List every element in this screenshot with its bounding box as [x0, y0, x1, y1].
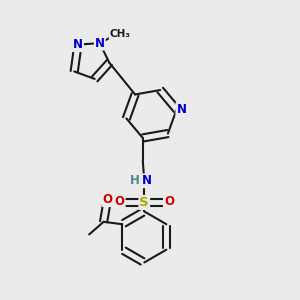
Text: H: H: [130, 174, 140, 188]
Text: N: N: [142, 174, 152, 188]
Text: O: O: [115, 195, 125, 208]
Text: CH₃: CH₃: [110, 29, 131, 39]
Text: N: N: [73, 38, 83, 51]
Text: O: O: [103, 193, 113, 206]
Text: O: O: [164, 195, 174, 208]
Text: N: N: [176, 103, 186, 116]
Text: S: S: [140, 196, 149, 209]
Text: N: N: [95, 37, 105, 50]
